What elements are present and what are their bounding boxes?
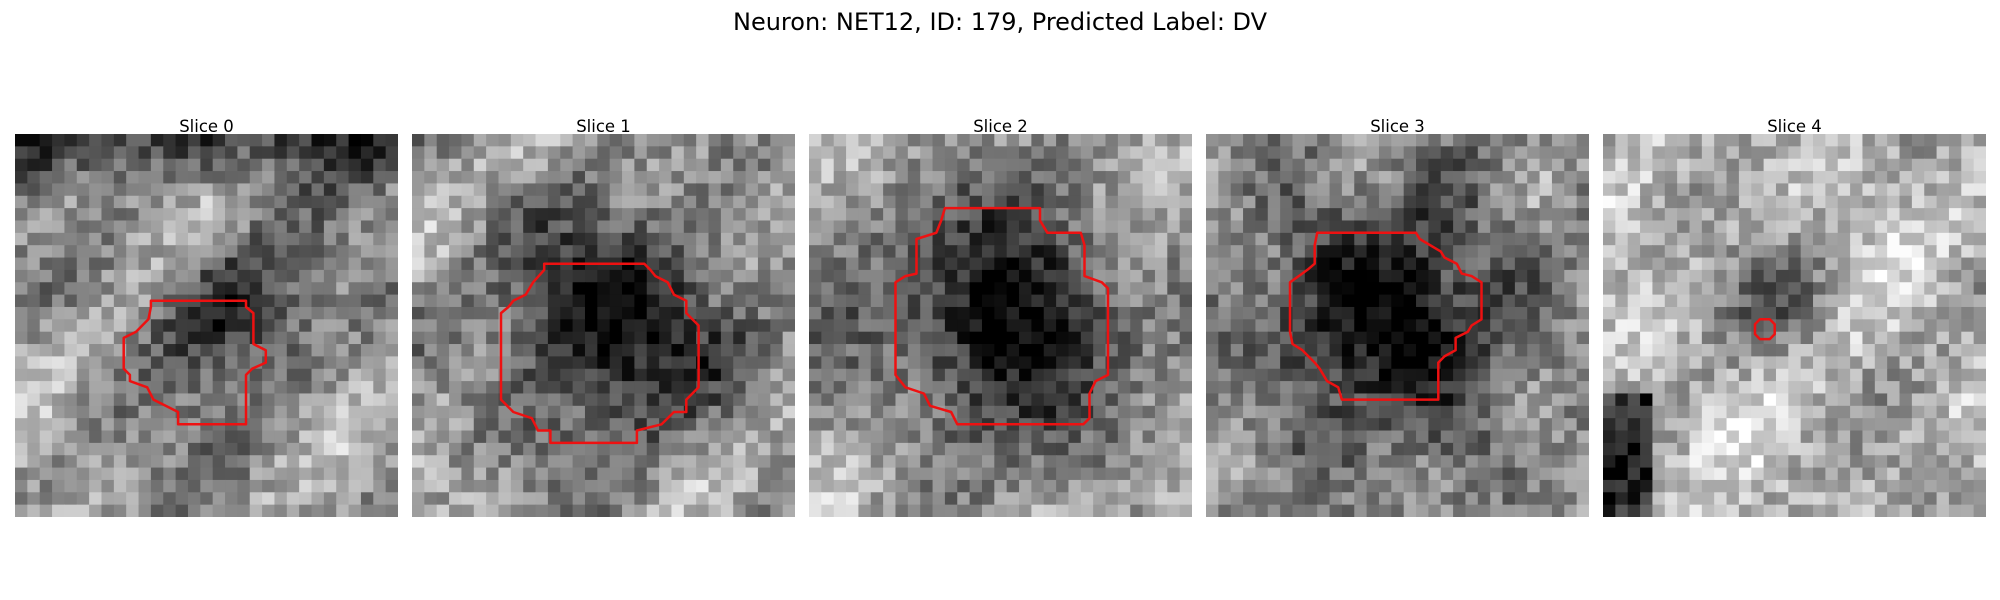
roi-contour: [1288, 231, 1483, 401]
slice-1-image: [412, 134, 795, 517]
roi-contour: [1753, 318, 1776, 341]
panel-slice-3-title: Slice 3: [1206, 118, 1589, 135]
panel-slice-0-title: Slice 0: [15, 118, 398, 135]
slice-title: Slice 1: [576, 117, 631, 136]
roi-contour: [499, 262, 700, 445]
figure-title: Neuron: NET12, ID: 179, Predicted Label:…: [732, 8, 1268, 36]
panel-slice-4-title: Slice 4: [1603, 118, 1986, 135]
slice-title: Slice 2: [973, 117, 1028, 136]
slice-title: Slice 4: [1767, 117, 1822, 136]
slice-2-image: [809, 134, 1192, 517]
slice-0-image: [15, 134, 398, 517]
slice-title: Slice 0: [179, 117, 234, 136]
slice-4-image: [1603, 134, 1986, 517]
slice-title: Slice 3: [1370, 117, 1425, 136]
roi-contour: [122, 299, 268, 426]
panel-slice-1-title: Slice 1: [412, 118, 795, 135]
panel-slice-2-title: Slice 2: [809, 118, 1192, 135]
slice-3-image: [1206, 134, 1589, 517]
roi-contour: [894, 206, 1110, 426]
